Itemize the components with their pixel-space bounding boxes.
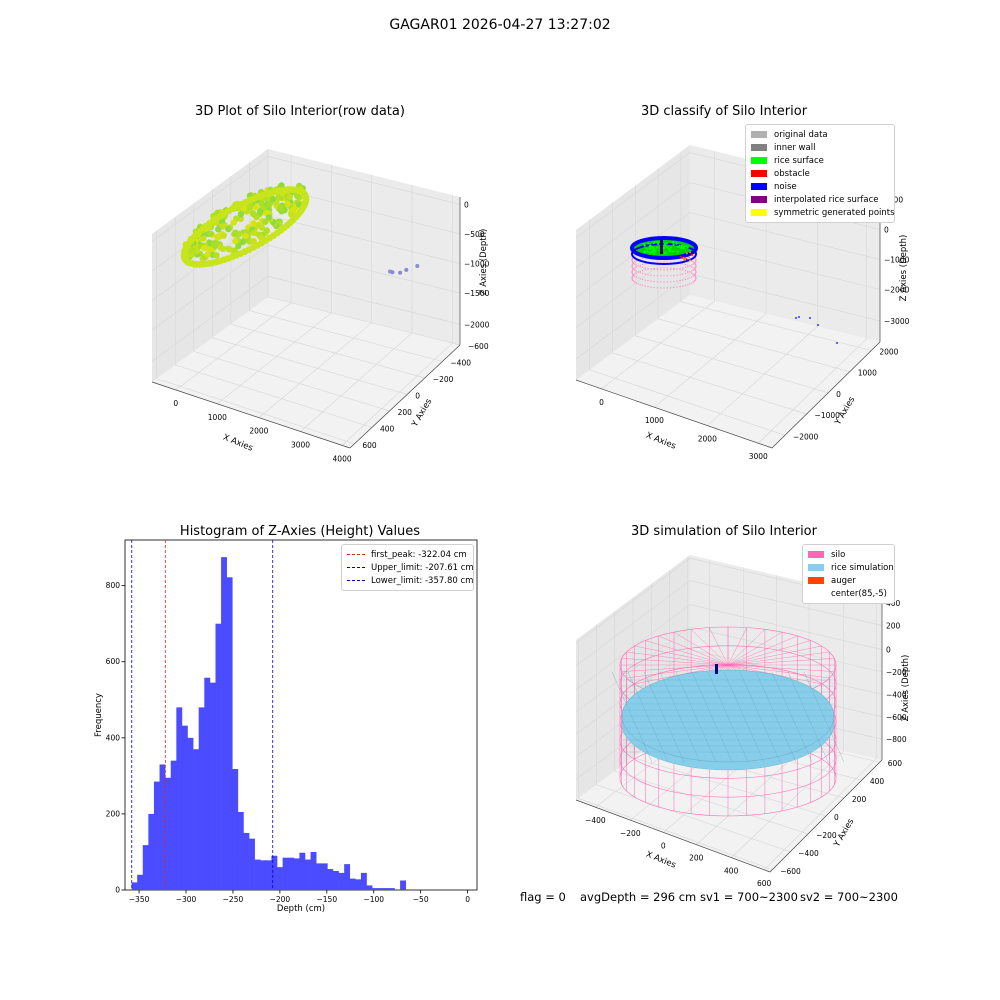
z-tick-label: 200 bbox=[886, 622, 901, 631]
x-tick-label: 400 bbox=[724, 867, 739, 876]
legend-label: center(85,-5) bbox=[831, 589, 887, 599]
auger-marker bbox=[715, 664, 718, 674]
status-sv1: sv1 = 700~2300 bbox=[700, 890, 798, 904]
status-sv2: sv2 = 700~2300 bbox=[800, 890, 898, 904]
status-flag: flag = 0 bbox=[520, 890, 566, 904]
legend-entry: center(85,-5) bbox=[808, 587, 889, 600]
y-tick-label: 0 bbox=[834, 813, 839, 822]
z-axis-title: Z Axies (Depth) bbox=[901, 655, 911, 722]
y-tick-label: 200 bbox=[852, 795, 867, 804]
legend-swatch bbox=[808, 564, 824, 571]
legend-swatch bbox=[808, 577, 824, 584]
y-tick-label: −400 bbox=[798, 849, 819, 858]
y-tick-label: 400 bbox=[870, 777, 885, 786]
legend-swatch bbox=[808, 551, 824, 558]
x-tick-label: 200 bbox=[689, 854, 704, 863]
x-tick-label: 0 bbox=[661, 841, 666, 850]
status-avg-depth: avgDepth = 296 cm bbox=[580, 890, 696, 904]
x-tick-label: −400 bbox=[585, 816, 606, 825]
x-tick-label: −200 bbox=[620, 829, 641, 838]
legend-label: auger bbox=[831, 576, 856, 586]
y-tick-label: −200 bbox=[816, 831, 837, 840]
x-axis-title: X Axies bbox=[644, 850, 677, 871]
legend-entry: rice simulation bbox=[808, 561, 889, 574]
legend-label: rice simulation bbox=[831, 563, 894, 573]
simulation-legend: silo rice simulation auger center(85,-5) bbox=[802, 544, 895, 604]
y-tick-label: −600 bbox=[780, 867, 801, 876]
legend-label: silo bbox=[831, 550, 845, 560]
x-tick-label: 600 bbox=[757, 879, 772, 888]
legend-swatch bbox=[808, 590, 824, 597]
z-tick-label: −800 bbox=[886, 735, 907, 744]
legend-entry: auger bbox=[808, 574, 889, 587]
legend-entry: silo bbox=[808, 548, 889, 561]
y-tick-label: 600 bbox=[888, 759, 903, 768]
z-tick-label: 0 bbox=[886, 646, 891, 655]
